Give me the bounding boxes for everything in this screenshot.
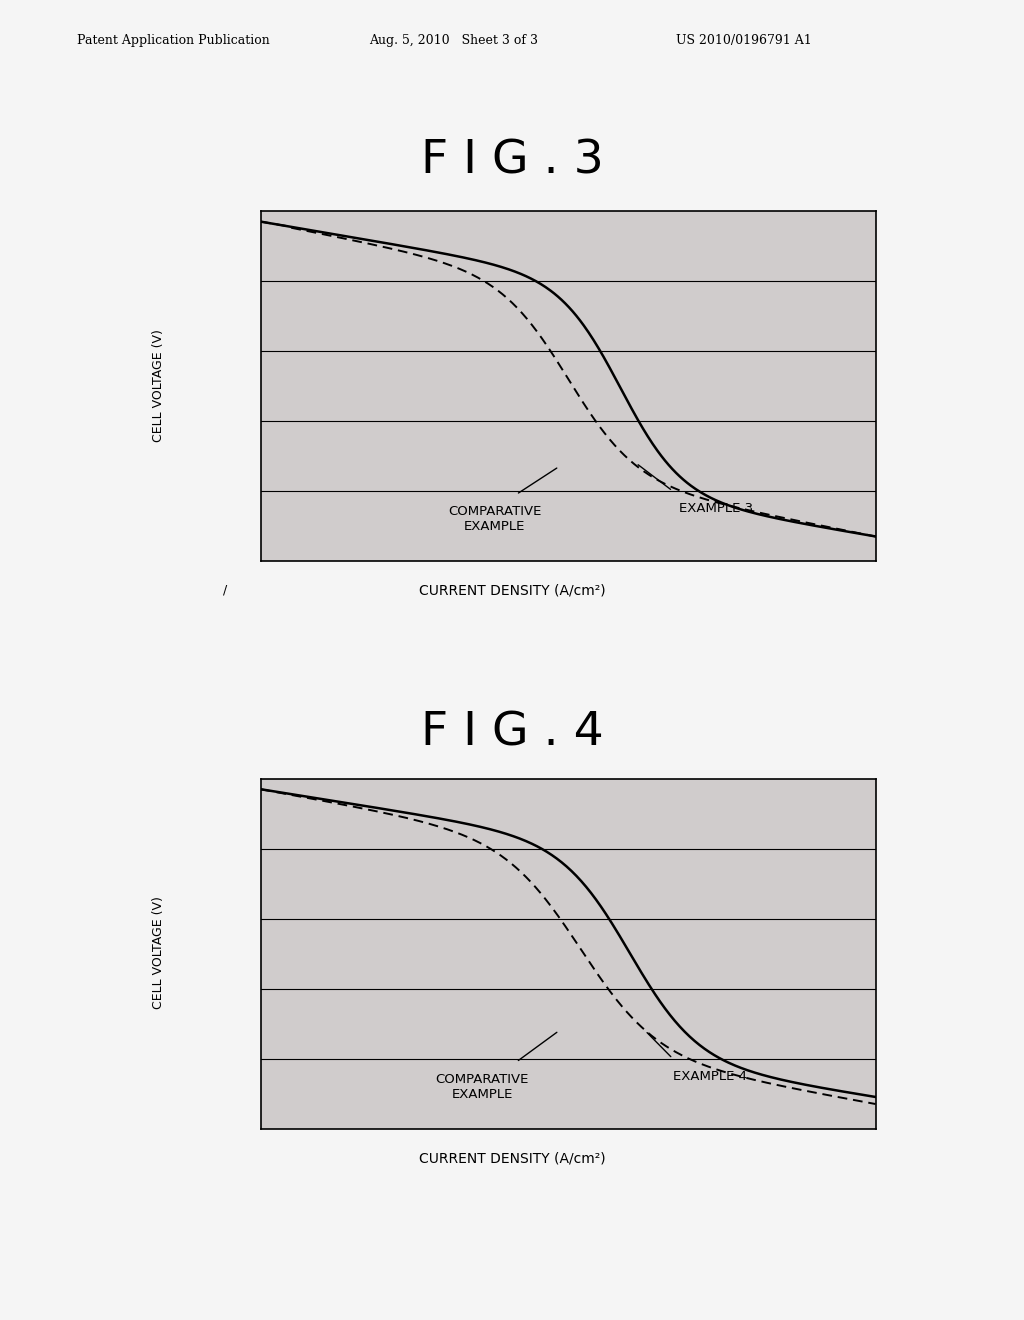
Text: COMPARATIVE
EXAMPLE: COMPARATIVE EXAMPLE xyxy=(435,1073,529,1101)
Text: F I G . 4: F I G . 4 xyxy=(421,710,603,755)
Text: EXAMPLE 3: EXAMPLE 3 xyxy=(679,502,753,515)
Text: COMPARATIVE
EXAMPLE: COMPARATIVE EXAMPLE xyxy=(447,506,542,533)
Text: CELL VOLTAGE (V): CELL VOLTAGE (V) xyxy=(153,896,165,1010)
Text: CURRENT DENSITY (A/cm²): CURRENT DENSITY (A/cm²) xyxy=(419,1151,605,1166)
Text: Aug. 5, 2010   Sheet 3 of 3: Aug. 5, 2010 Sheet 3 of 3 xyxy=(369,34,538,48)
Text: F I G . 3: F I G . 3 xyxy=(421,139,603,183)
Text: EXAMPLE 4: EXAMPLE 4 xyxy=(673,1069,746,1082)
Text: CELL VOLTAGE (V): CELL VOLTAGE (V) xyxy=(153,329,165,442)
Text: US 2010/0196791 A1: US 2010/0196791 A1 xyxy=(676,34,812,48)
Text: CURRENT DENSITY (A/cm²): CURRENT DENSITY (A/cm²) xyxy=(419,583,605,598)
Text: /: / xyxy=(223,583,227,597)
Text: Patent Application Publication: Patent Application Publication xyxy=(77,34,269,48)
